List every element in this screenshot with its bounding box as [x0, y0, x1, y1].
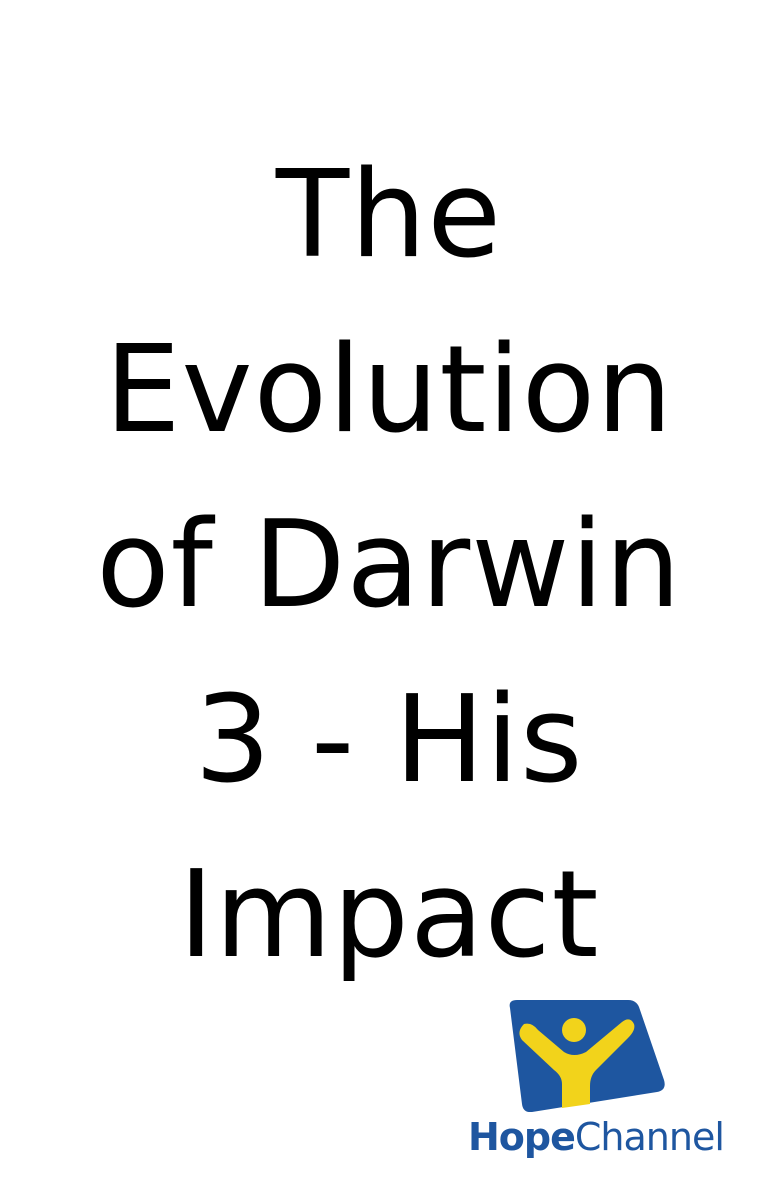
title-line-3: of Darwin — [96, 496, 682, 635]
page-title: The Evolution of Darwin 3 - His Impact — [0, 128, 778, 1003]
hope-channel-figure-icon — [509, 1000, 665, 1112]
hope-channel-logo: HopeChannel — [460, 1000, 725, 1170]
wordmark-hope: Hope — [468, 1115, 576, 1159]
title-line-1: The — [275, 146, 503, 285]
title-line-4: 3 - His — [194, 671, 584, 810]
title-line-5: Impact — [178, 846, 600, 985]
hope-channel-wordmark: HopeChannel — [468, 1113, 725, 1161]
wordmark-channel: Channel — [574, 1115, 725, 1159]
title-line-2: Evolution — [104, 321, 674, 460]
